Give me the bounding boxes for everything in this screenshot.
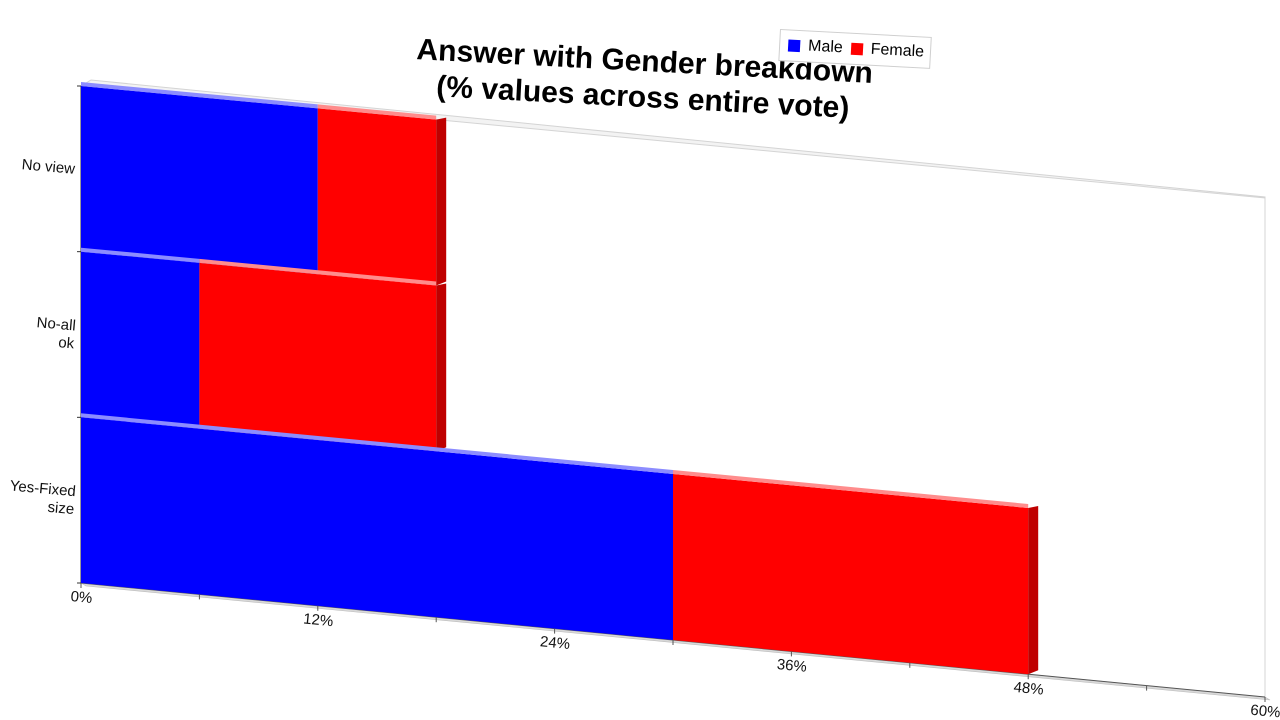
x-tick-label: 60% [1250,702,1280,720]
x-tick-label: 12% [302,610,333,630]
bar-male-0 [81,86,318,275]
bar-group-0 [81,82,447,286]
bar-female-2 [673,474,1029,675]
y-tick-label-line: size [47,499,75,518]
bar-female-0 [317,108,437,286]
bar-top-face-male-0 [81,82,318,109]
bar-top-face-female-1 [199,258,437,286]
y-tick-label: No-allok [34,314,77,352]
legend-label-male: Male [807,37,844,57]
x-tick-label: 0% [70,588,93,607]
bar-male-1 [81,251,200,429]
legend-item-female: Female [850,40,924,62]
bar-female-1 [199,262,437,452]
bar-group-2 [81,413,1039,675]
bar-top-face-male-2 [81,413,673,474]
legend-item-male: Male [787,36,844,57]
legend-swatch-male [787,39,801,53]
y-tick-label: Yes-Fixedsize [8,477,77,518]
bar-top-face-female-0 [317,104,437,120]
legend-swatch-female [850,42,864,56]
x-tick-label: 36% [776,656,807,676]
bar-top-face-female-2 [673,470,1029,508]
y-tick-label-line: Yes-Fixed [9,477,76,500]
bar-group-1 [81,247,447,452]
legend-label-female: Female [870,40,925,61]
bar-side-face-1 [436,283,447,452]
bar-side-face-0 [436,117,447,286]
bar-male-2 [81,417,673,640]
y-tick-label-line: No-all [36,314,77,334]
axes: 0% 12% 24% 36% 48% 60% No view No-allok Yes-Fixe… [8,85,1280,720]
bar-top-face-male-1 [81,247,200,263]
x-tick-label: 24% [539,633,570,653]
x-tick-label: 48% [1013,679,1044,699]
bar-side-face-2 [1028,506,1039,675]
y-tick-label-line: ok [58,334,76,352]
y-tick-label: No view [21,156,76,178]
y-tick-label-line: No view [21,156,76,178]
plot-top-edge [79,79,1266,199]
bars [81,82,1039,675]
